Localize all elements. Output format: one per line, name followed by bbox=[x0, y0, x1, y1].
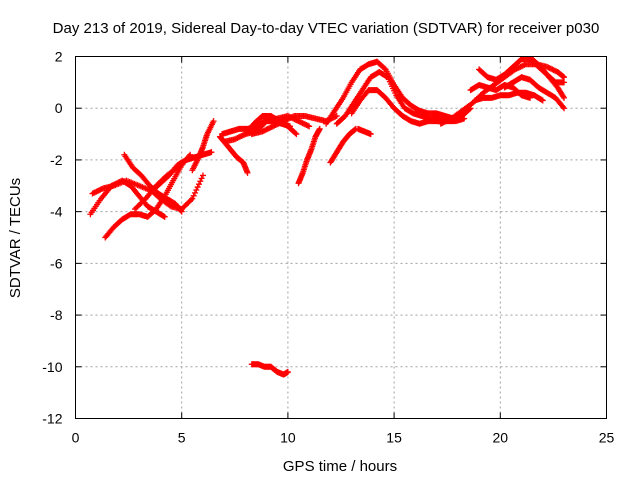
data-point bbox=[333, 112, 340, 119]
y-tick-label: -12 bbox=[42, 411, 62, 427]
data-point bbox=[284, 368, 291, 375]
data-point bbox=[189, 195, 196, 202]
data-point bbox=[461, 115, 468, 122]
series-arc-23 bbox=[471, 89, 546, 104]
data-point bbox=[190, 192, 197, 199]
y-tick-label: -8 bbox=[50, 307, 63, 323]
data-point bbox=[560, 93, 567, 100]
series-arc-6 bbox=[148, 154, 198, 194]
x-tick-label: 5 bbox=[178, 430, 186, 446]
data-point bbox=[195, 181, 202, 188]
data-point bbox=[141, 197, 148, 204]
x-tick-label: 20 bbox=[493, 430, 509, 446]
data-point bbox=[198, 175, 205, 182]
data-point bbox=[293, 131, 300, 138]
y-tick-label: 0 bbox=[55, 100, 63, 116]
data-point bbox=[191, 189, 198, 196]
data-point bbox=[367, 131, 374, 138]
series-arc-25 bbox=[248, 361, 291, 378]
data-point bbox=[561, 74, 568, 81]
axis-ticks: 0 5 10 15 20 25 -12 -10 -8 -6 -4 -2 0 2 bbox=[42, 49, 614, 446]
data-point bbox=[316, 125, 323, 132]
data-point bbox=[559, 103, 566, 110]
data-point bbox=[210, 118, 217, 125]
data-point bbox=[539, 97, 546, 104]
grid-lines bbox=[75, 56, 607, 419]
data-point bbox=[197, 178, 204, 185]
data-point bbox=[161, 213, 168, 220]
data-point bbox=[208, 149, 215, 156]
y-axis-label: SDTVAR / TECUs bbox=[7, 178, 24, 298]
series-arc-15 bbox=[354, 125, 374, 138]
y-tick-label: -6 bbox=[50, 255, 63, 271]
x-tick-label: 25 bbox=[599, 430, 615, 446]
series-arc-24 bbox=[529, 56, 568, 101]
y-tick-label: -2 bbox=[50, 152, 63, 168]
data-point bbox=[187, 197, 194, 204]
data-point bbox=[306, 123, 313, 130]
data-point bbox=[178, 208, 185, 215]
data-point bbox=[194, 184, 201, 191]
data-point bbox=[244, 169, 251, 176]
series-arc-7 bbox=[189, 118, 217, 174]
series-arc-11 bbox=[242, 112, 300, 138]
y-tick-label: -10 bbox=[42, 359, 62, 375]
data-point bbox=[292, 130, 299, 137]
data-point bbox=[177, 207, 184, 214]
x-tick-label: 15 bbox=[386, 430, 402, 446]
x-tick-label: 10 bbox=[280, 430, 296, 446]
data-point bbox=[561, 79, 568, 86]
series-arc-13 bbox=[295, 125, 323, 187]
x-tick-label: 0 bbox=[72, 430, 80, 446]
x-axis-label: GPS time / hours bbox=[283, 458, 397, 475]
series-arc-14 bbox=[327, 125, 359, 166]
data-point bbox=[561, 105, 568, 112]
data-point bbox=[199, 172, 206, 179]
data-point bbox=[561, 94, 568, 101]
data-points bbox=[87, 56, 568, 378]
data-point bbox=[193, 186, 200, 193]
y-tick-label: -4 bbox=[50, 204, 63, 220]
y-tick-label: 2 bbox=[55, 49, 63, 65]
plot-frame bbox=[75, 56, 607, 419]
chart-title: Day 213 of 2019, Sidereal Day-to-day VTE… bbox=[53, 20, 600, 37]
